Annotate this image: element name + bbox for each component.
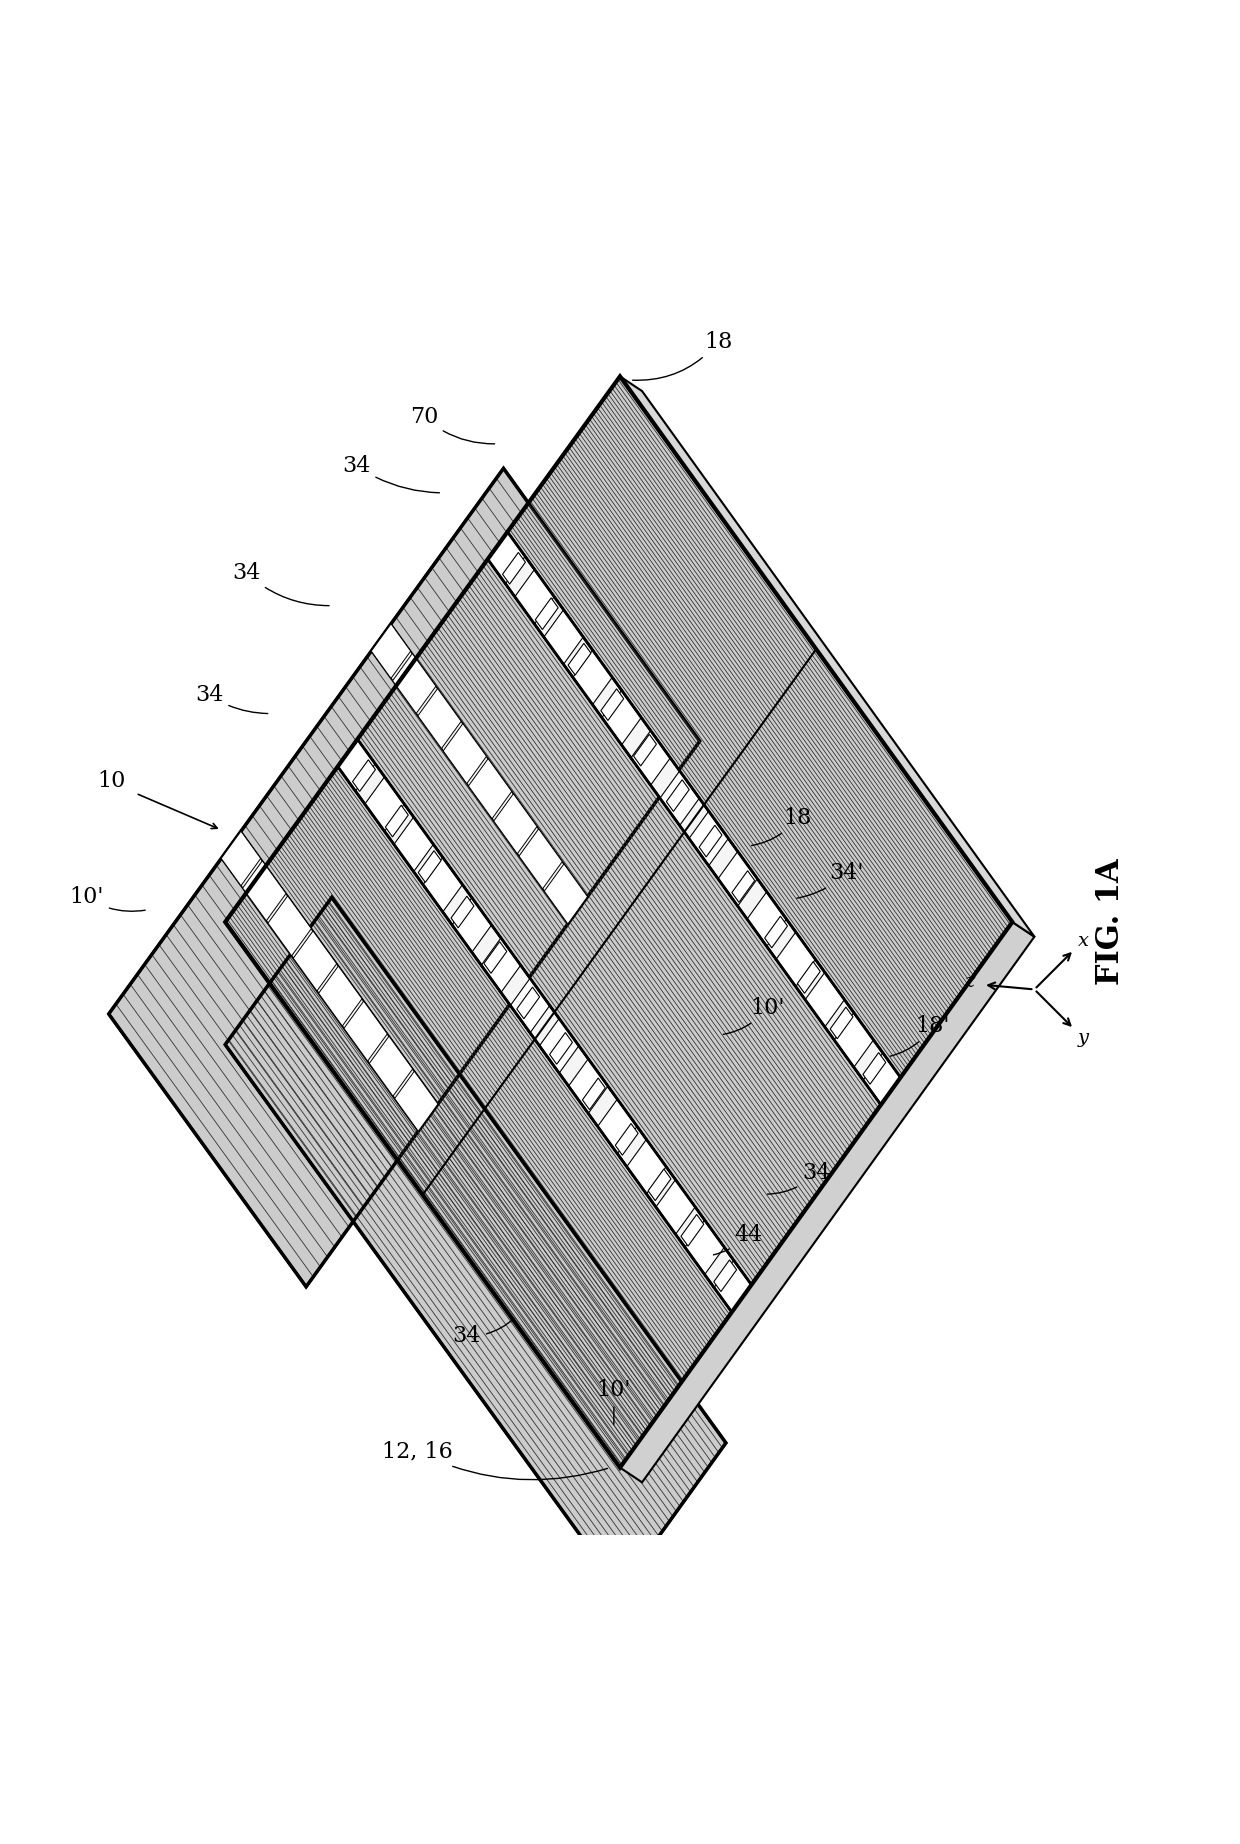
Polygon shape (536, 597, 558, 629)
Polygon shape (601, 690, 624, 721)
Text: 10': 10' (69, 887, 145, 911)
Polygon shape (365, 776, 404, 832)
Polygon shape (502, 553, 526, 585)
Polygon shape (443, 723, 486, 784)
Text: x: x (1078, 931, 1089, 950)
Polygon shape (418, 850, 441, 881)
Text: 44: 44 (713, 1224, 763, 1256)
Polygon shape (515, 570, 554, 623)
Polygon shape (226, 898, 725, 1590)
Text: 70: 70 (409, 406, 495, 444)
Polygon shape (699, 826, 722, 857)
Polygon shape (511, 977, 549, 1033)
Polygon shape (573, 651, 613, 704)
Text: 34: 34 (453, 1318, 513, 1348)
Polygon shape (453, 898, 491, 952)
Polygon shape (343, 1001, 387, 1060)
Polygon shape (487, 531, 900, 1105)
Polygon shape (394, 1071, 438, 1130)
Text: z: z (963, 974, 975, 992)
Polygon shape (319, 966, 362, 1025)
Polygon shape (352, 760, 376, 791)
Polygon shape (357, 559, 880, 1285)
Polygon shape (487, 531, 526, 585)
Polygon shape (583, 1079, 605, 1110)
Polygon shape (544, 863, 588, 924)
Polygon shape (221, 832, 260, 885)
Polygon shape (544, 610, 583, 664)
Polygon shape (243, 861, 286, 920)
Polygon shape (714, 1259, 751, 1313)
Polygon shape (681, 1215, 704, 1247)
Polygon shape (631, 730, 671, 786)
Polygon shape (451, 896, 474, 928)
Polygon shape (520, 828, 562, 889)
Polygon shape (494, 793, 537, 854)
Polygon shape (797, 963, 820, 994)
Polygon shape (863, 1053, 885, 1084)
Polygon shape (666, 780, 689, 811)
Polygon shape (423, 857, 463, 913)
Polygon shape (484, 942, 507, 974)
Polygon shape (620, 922, 1034, 1483)
Text: 18: 18 (632, 332, 733, 380)
Polygon shape (371, 623, 410, 679)
Polygon shape (221, 832, 438, 1130)
Polygon shape (481, 939, 521, 992)
Text: 34: 34 (342, 455, 439, 492)
Polygon shape (863, 1053, 900, 1105)
Polygon shape (549, 1033, 573, 1064)
Text: 34': 34' (797, 861, 864, 898)
Polygon shape (268, 896, 311, 955)
Polygon shape (568, 644, 591, 675)
Text: 34: 34 (195, 684, 268, 714)
Text: FIG. 1A: FIG. 1A (1095, 859, 1126, 985)
Polygon shape (226, 767, 732, 1468)
Polygon shape (601, 690, 641, 745)
Text: 10: 10 (97, 771, 125, 791)
Polygon shape (370, 1036, 413, 1095)
Polygon shape (714, 1259, 737, 1291)
Polygon shape (660, 771, 699, 826)
Polygon shape (765, 916, 787, 948)
Polygon shape (598, 1099, 637, 1154)
Polygon shape (684, 1221, 724, 1274)
Polygon shape (337, 739, 376, 791)
Polygon shape (620, 376, 1034, 937)
Polygon shape (294, 931, 336, 990)
Polygon shape (831, 1007, 853, 1038)
Polygon shape (689, 811, 728, 867)
Polygon shape (656, 1180, 696, 1234)
Text: 34: 34 (232, 562, 329, 605)
Text: 10': 10' (723, 998, 785, 1034)
Polygon shape (371, 623, 588, 924)
Polygon shape (718, 852, 758, 905)
Polygon shape (507, 376, 1012, 1077)
Polygon shape (469, 758, 512, 819)
Polygon shape (517, 987, 539, 1018)
Polygon shape (805, 972, 844, 1027)
Polygon shape (539, 1018, 579, 1073)
Text: 12, 16: 12, 16 (382, 1440, 608, 1479)
Polygon shape (732, 870, 755, 902)
Text: 18: 18 (751, 808, 812, 846)
Polygon shape (394, 817, 433, 872)
Polygon shape (626, 1140, 666, 1193)
Text: 18': 18' (890, 1016, 950, 1057)
Text: y: y (1078, 1029, 1089, 1047)
Polygon shape (649, 1169, 671, 1200)
Polygon shape (615, 1123, 639, 1154)
Text: 34: 34 (768, 1162, 831, 1195)
Polygon shape (746, 892, 786, 946)
Polygon shape (776, 931, 816, 987)
Polygon shape (569, 1058, 608, 1114)
Polygon shape (835, 1012, 873, 1068)
Polygon shape (109, 468, 699, 1287)
Polygon shape (386, 806, 408, 837)
Text: 10': 10' (596, 1379, 631, 1424)
Polygon shape (393, 653, 436, 714)
Polygon shape (418, 688, 461, 749)
Polygon shape (634, 734, 656, 765)
Polygon shape (337, 739, 751, 1313)
